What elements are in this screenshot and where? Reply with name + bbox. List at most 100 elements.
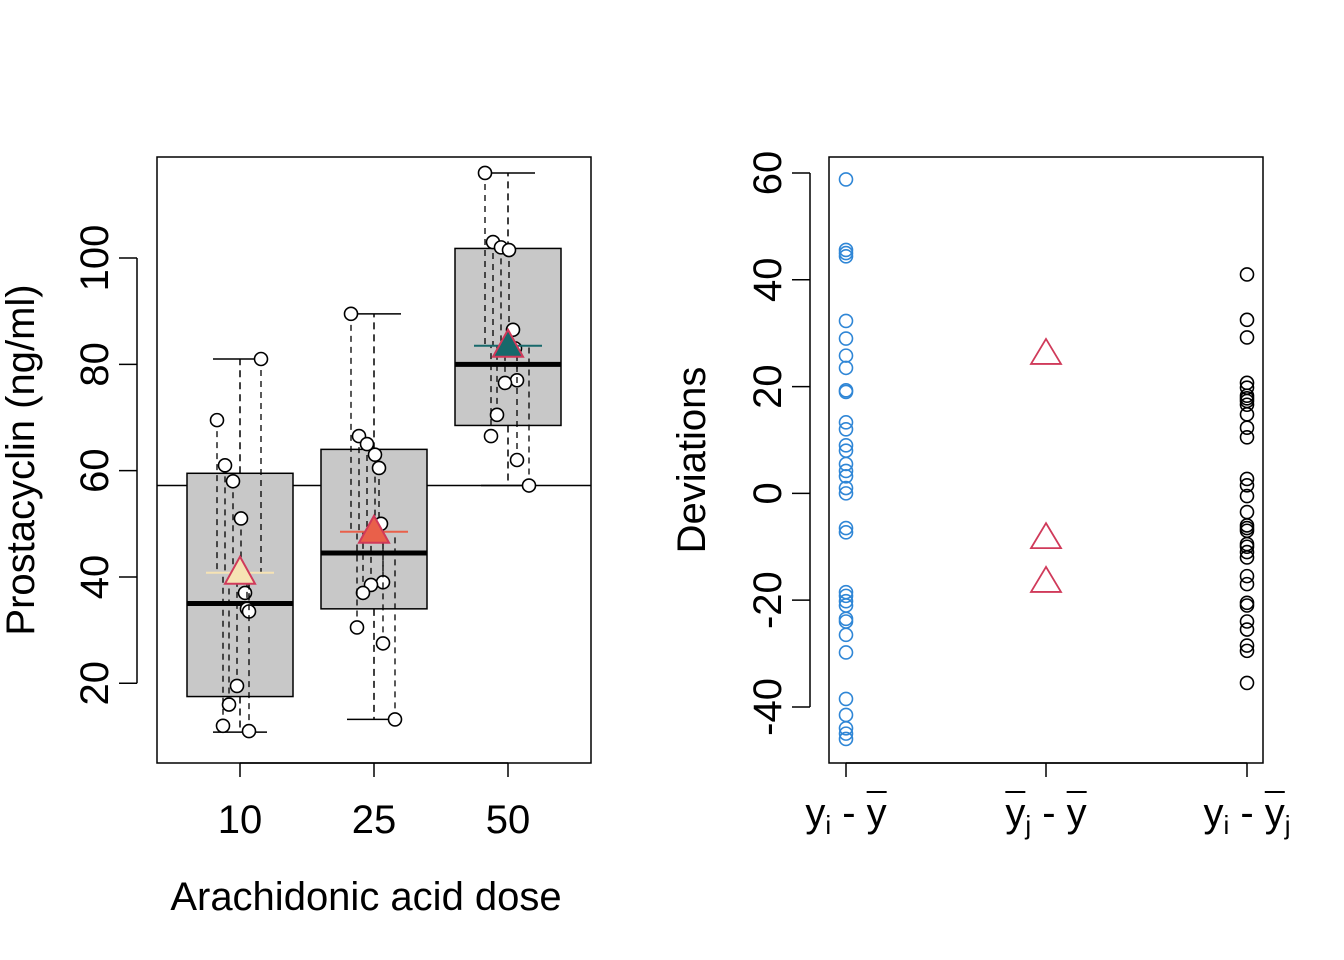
data-point-10	[229, 678, 245, 694]
data-point-10	[241, 723, 257, 739]
data-point-25	[355, 585, 371, 601]
y-tick-label: -40	[746, 678, 790, 736]
y-tick-label: 40	[73, 555, 117, 600]
total-deviation-point	[838, 720, 854, 736]
data-point-10	[221, 697, 237, 712]
group-mean-marker-10	[223, 554, 257, 585]
within-deviation-point	[1239, 430, 1255, 445]
total-deviation-point	[838, 438, 854, 453]
group-deviation-marker	[1029, 521, 1063, 550]
total-deviation-point	[838, 360, 854, 376]
data-point-10	[209, 412, 225, 428]
boxplot-panel: 20 40 60 80 100 10 25 50	[73, 156, 592, 842]
total-deviation-point	[838, 245, 854, 261]
y-tick-label: 0	[746, 482, 790, 504]
data-point-25	[367, 447, 383, 462]
y-tick-label: 20	[73, 661, 117, 706]
total-deviation-point	[838, 593, 854, 609]
data-point-25	[375, 636, 391, 651]
y-tick-label: 100	[73, 225, 117, 292]
right-y-axis-label: Deviations	[670, 367, 714, 554]
data-point-50	[521, 478, 537, 493]
total-deviation-point	[838, 588, 854, 604]
group-deviation-marker	[1029, 337, 1063, 365]
group-mean-marker-50	[491, 327, 525, 358]
data-point-50	[489, 407, 505, 423]
data-point-10	[237, 585, 253, 601]
group-mean-marker-25	[357, 513, 391, 544]
y-tick-label: 60	[73, 448, 117, 493]
left-x-axis-label: Arachidonic acid dose	[170, 875, 561, 919]
total-deviation-point	[838, 468, 854, 484]
y-tick-label: -20	[746, 571, 790, 629]
total-deviation-point	[838, 421, 854, 437]
within-deviation-point	[1239, 504, 1255, 520]
total-deviation-point	[838, 415, 854, 430]
within-deviation-point	[1239, 330, 1255, 345]
y-tick-label: 60	[746, 151, 790, 196]
total-deviation-point	[838, 707, 854, 723]
data-point-10	[233, 511, 249, 526]
total-deviation-point	[838, 645, 854, 660]
group-deviation-marker	[1029, 565, 1063, 593]
total-deviation-point	[838, 691, 854, 707]
deviations-panel: -40 -20 0 20 40 60 yi - y yj - y yi - yj	[746, 151, 1291, 840]
within-deviation-point	[1239, 550, 1255, 565]
within-deviation-point	[1239, 539, 1255, 555]
data-point-25	[387, 712, 403, 727]
left-y-axis-label: Prostacyclin (ng/ml)	[0, 284, 43, 635]
x-tick-label: yi - y	[805, 791, 886, 840]
within-deviation-point	[1239, 544, 1255, 560]
total-deviation-point	[838, 313, 854, 329]
y-tick-label: 80	[73, 342, 117, 387]
within-deviation-point	[1239, 478, 1255, 493]
plot-frame	[828, 156, 1264, 764]
total-deviation-point	[838, 520, 854, 536]
x-tick-label-25: 25	[352, 798, 397, 842]
total-deviation-point	[838, 525, 854, 540]
data-point-50	[501, 242, 517, 258]
data-point-50	[497, 375, 513, 391]
box-10	[186, 472, 294, 698]
data-point-25	[343, 306, 359, 322]
data-point-10	[225, 473, 241, 489]
within-deviation-point	[1239, 312, 1255, 328]
data-point-50	[477, 165, 493, 181]
x-tick-label-10: 10	[218, 798, 263, 842]
data-point-25	[349, 620, 365, 635]
within-deviation-point	[1239, 638, 1255, 653]
total-deviation-point	[838, 480, 854, 496]
data-point-50	[483, 428, 499, 444]
data-point-10	[215, 718, 231, 734]
within-deviation-point	[1239, 471, 1255, 487]
total-deviation-point	[838, 463, 854, 479]
y-tick-label: 20	[746, 364, 790, 409]
within-deviation-point	[1239, 568, 1255, 584]
within-deviation-point	[1239, 420, 1255, 435]
data-point-10	[217, 458, 233, 473]
within-deviation-point	[1239, 397, 1255, 413]
y-tick-label: 40	[746, 258, 790, 303]
within-deviation-point	[1239, 488, 1255, 504]
within-deviation-point	[1239, 675, 1255, 691]
total-deviation-point	[838, 384, 854, 400]
within-deviation-point	[1239, 614, 1255, 629]
within-deviation-point	[1239, 576, 1255, 592]
within-deviation-point	[1239, 622, 1255, 637]
data-point-25	[371, 460, 387, 476]
within-deviation-point	[1239, 643, 1255, 659]
data-point-10	[253, 351, 269, 367]
x-tick-label: yi - yj	[1203, 791, 1290, 840]
x-tick-label: yj - y	[1005, 791, 1086, 840]
data-point-25	[359, 436, 375, 452]
x-tick-label-50: 50	[486, 798, 531, 842]
within-deviation-point	[1239, 407, 1255, 422]
total-deviation-point	[838, 331, 854, 346]
within-deviation-point	[1239, 598, 1255, 613]
total-deviation-point	[838, 348, 854, 363]
total-deviation-point	[838, 172, 854, 187]
within-deviation-point	[1239, 267, 1255, 282]
total-deviation-point	[838, 731, 854, 747]
total-deviation-point	[838, 726, 854, 741]
